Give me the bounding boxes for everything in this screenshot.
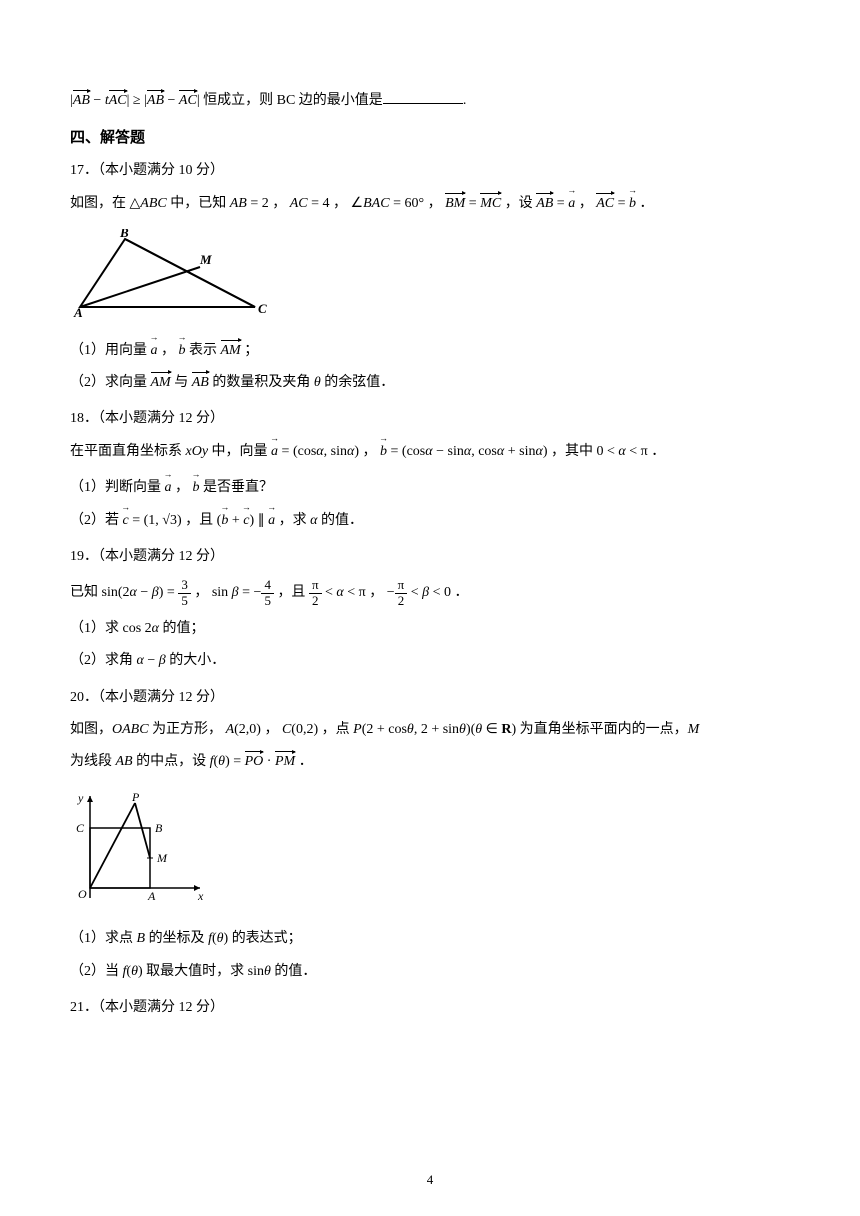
blank-line <box>383 90 463 104</box>
q18-body: 在平面直角坐标系 xOy 中，向量 a = (cosα, sinα) ， b =… <box>70 441 790 463</box>
label-y: y <box>77 791 84 805</box>
q17-header: 17．（本小题满分 10 分） <box>70 160 790 182</box>
q19-part1: （1）求 cos 2α 的值； <box>70 618 790 640</box>
label-p: P <box>131 790 140 804</box>
q19-part2: （2）求角 α − β 的大小． <box>70 650 790 672</box>
vertex-m: M <box>199 252 212 267</box>
q17-part1: （1）用向量 a ， b 表示 AM ； <box>70 340 790 362</box>
q18-header: 18．（本小题满分 12 分） <box>70 408 790 430</box>
vertex-b: B <box>119 229 129 240</box>
q19-body: 已知 sin(2α − β) = 35 ， sin β = −45 ，且 π2 … <box>70 578 790 608</box>
vertex-c: C <box>258 301 267 316</box>
q20-body-p2: 为线段 AB 的中点，设 f(θ) = PO · PM ． <box>70 751 790 773</box>
label-c: C <box>76 821 85 835</box>
q20-header: 20．（本小题满分 12 分） <box>70 687 790 709</box>
q20-part2: （2）当 f(θ) 取最大值时，求 sinθ 的值． <box>70 961 790 983</box>
q17-part2: （2）求向量 AM 与 AB 的数量积及夹角 θ 的余弦值． <box>70 372 790 394</box>
q20-body-p1: 如图，OABC 为正方形， A(2,0) ， C(0,2) ，点 P(2 + c… <box>70 719 790 741</box>
vertex-a: A <box>73 305 83 319</box>
q17-body: 如图，在 △ABC 中，已知 AB = 2 ， AC = 4 ， ∠BAC = … <box>70 193 790 215</box>
label-a: A <box>147 889 156 903</box>
q18-part2: （2）若 c = (1, √3) ，且 (b + c) ∥ a ，求 α 的值． <box>70 510 790 532</box>
page-number: 4 <box>427 1170 434 1191</box>
triangle-figure: A B C M <box>70 229 790 327</box>
top-fragment: |AB − tAC| ≥ |AB − AC| 恒成立，则 BC 边的最小值是. <box>70 90 790 112</box>
q19-header: 19．（本小题满分 12 分） <box>70 546 790 568</box>
q18-part1: （1）判断向量 a ， b 是否垂直？ <box>70 477 790 499</box>
label-m: M <box>156 851 168 865</box>
label-b: B <box>155 821 163 835</box>
q20-part1: （1）求点 B 的坐标及 f(θ) 的表达式； <box>70 928 790 950</box>
label-o: O <box>78 887 87 901</box>
top-fragment-tail: 恒成立，则 BC 边的最小值是 <box>203 93 383 108</box>
q21-header: 21．（本小题满分 12 分） <box>70 997 790 1019</box>
top-fragment-period: . <box>463 93 467 108</box>
label-x: x <box>197 889 204 903</box>
section4-title: 四、解答题 <box>70 126 790 150</box>
coord-figure: O A B C P M x y <box>70 788 790 916</box>
